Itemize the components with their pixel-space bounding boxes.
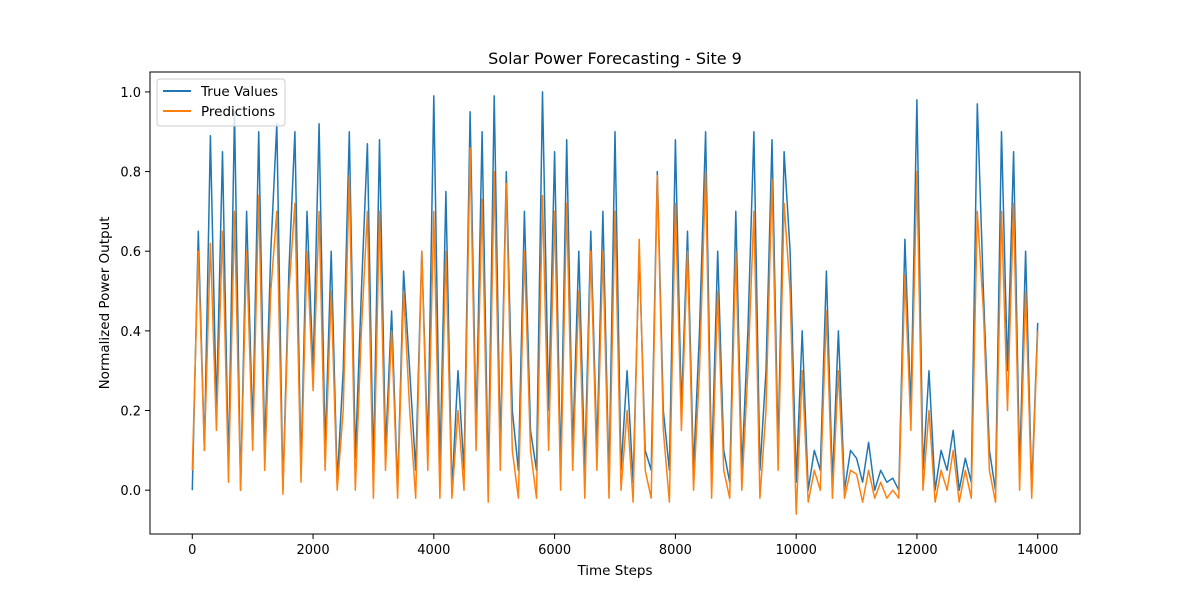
series-line-predictions xyxy=(191,146,1039,515)
x-tick-label: 8000 xyxy=(659,543,692,558)
y-tick-label: 0.6 xyxy=(120,245,141,260)
legend-label-true-values: True Values xyxy=(200,84,278,100)
plot-area-frame xyxy=(149,71,1081,535)
legend: True Values Predictions xyxy=(156,78,286,127)
x-tick-label: 6000 xyxy=(538,543,571,558)
y-tick-label: 0.0 xyxy=(120,484,141,499)
x-tick-label: 14000 xyxy=(1017,543,1058,558)
x-tick-label: 2000 xyxy=(297,543,330,558)
series-line-true-values xyxy=(191,91,1039,491)
y-tick-label: 0.4 xyxy=(120,325,141,340)
x-tick-label: 0 xyxy=(188,543,196,558)
legend-label-predictions: Predictions xyxy=(201,104,275,120)
y-axis-label: Normalized Power Output xyxy=(97,217,113,390)
x-tick-label: 10000 xyxy=(775,543,816,558)
x-tick-label: 4000 xyxy=(417,543,450,558)
y-tick-label: 0.2 xyxy=(120,405,141,420)
x-axis-label: Time Steps xyxy=(576,563,652,579)
x-tick-label: 12000 xyxy=(896,543,937,558)
chart-title: Solar Power Forecasting - Site 9 xyxy=(488,49,742,68)
y-tick-label: 1.0 xyxy=(120,86,141,101)
y-tick-label: 0.8 xyxy=(120,166,141,181)
